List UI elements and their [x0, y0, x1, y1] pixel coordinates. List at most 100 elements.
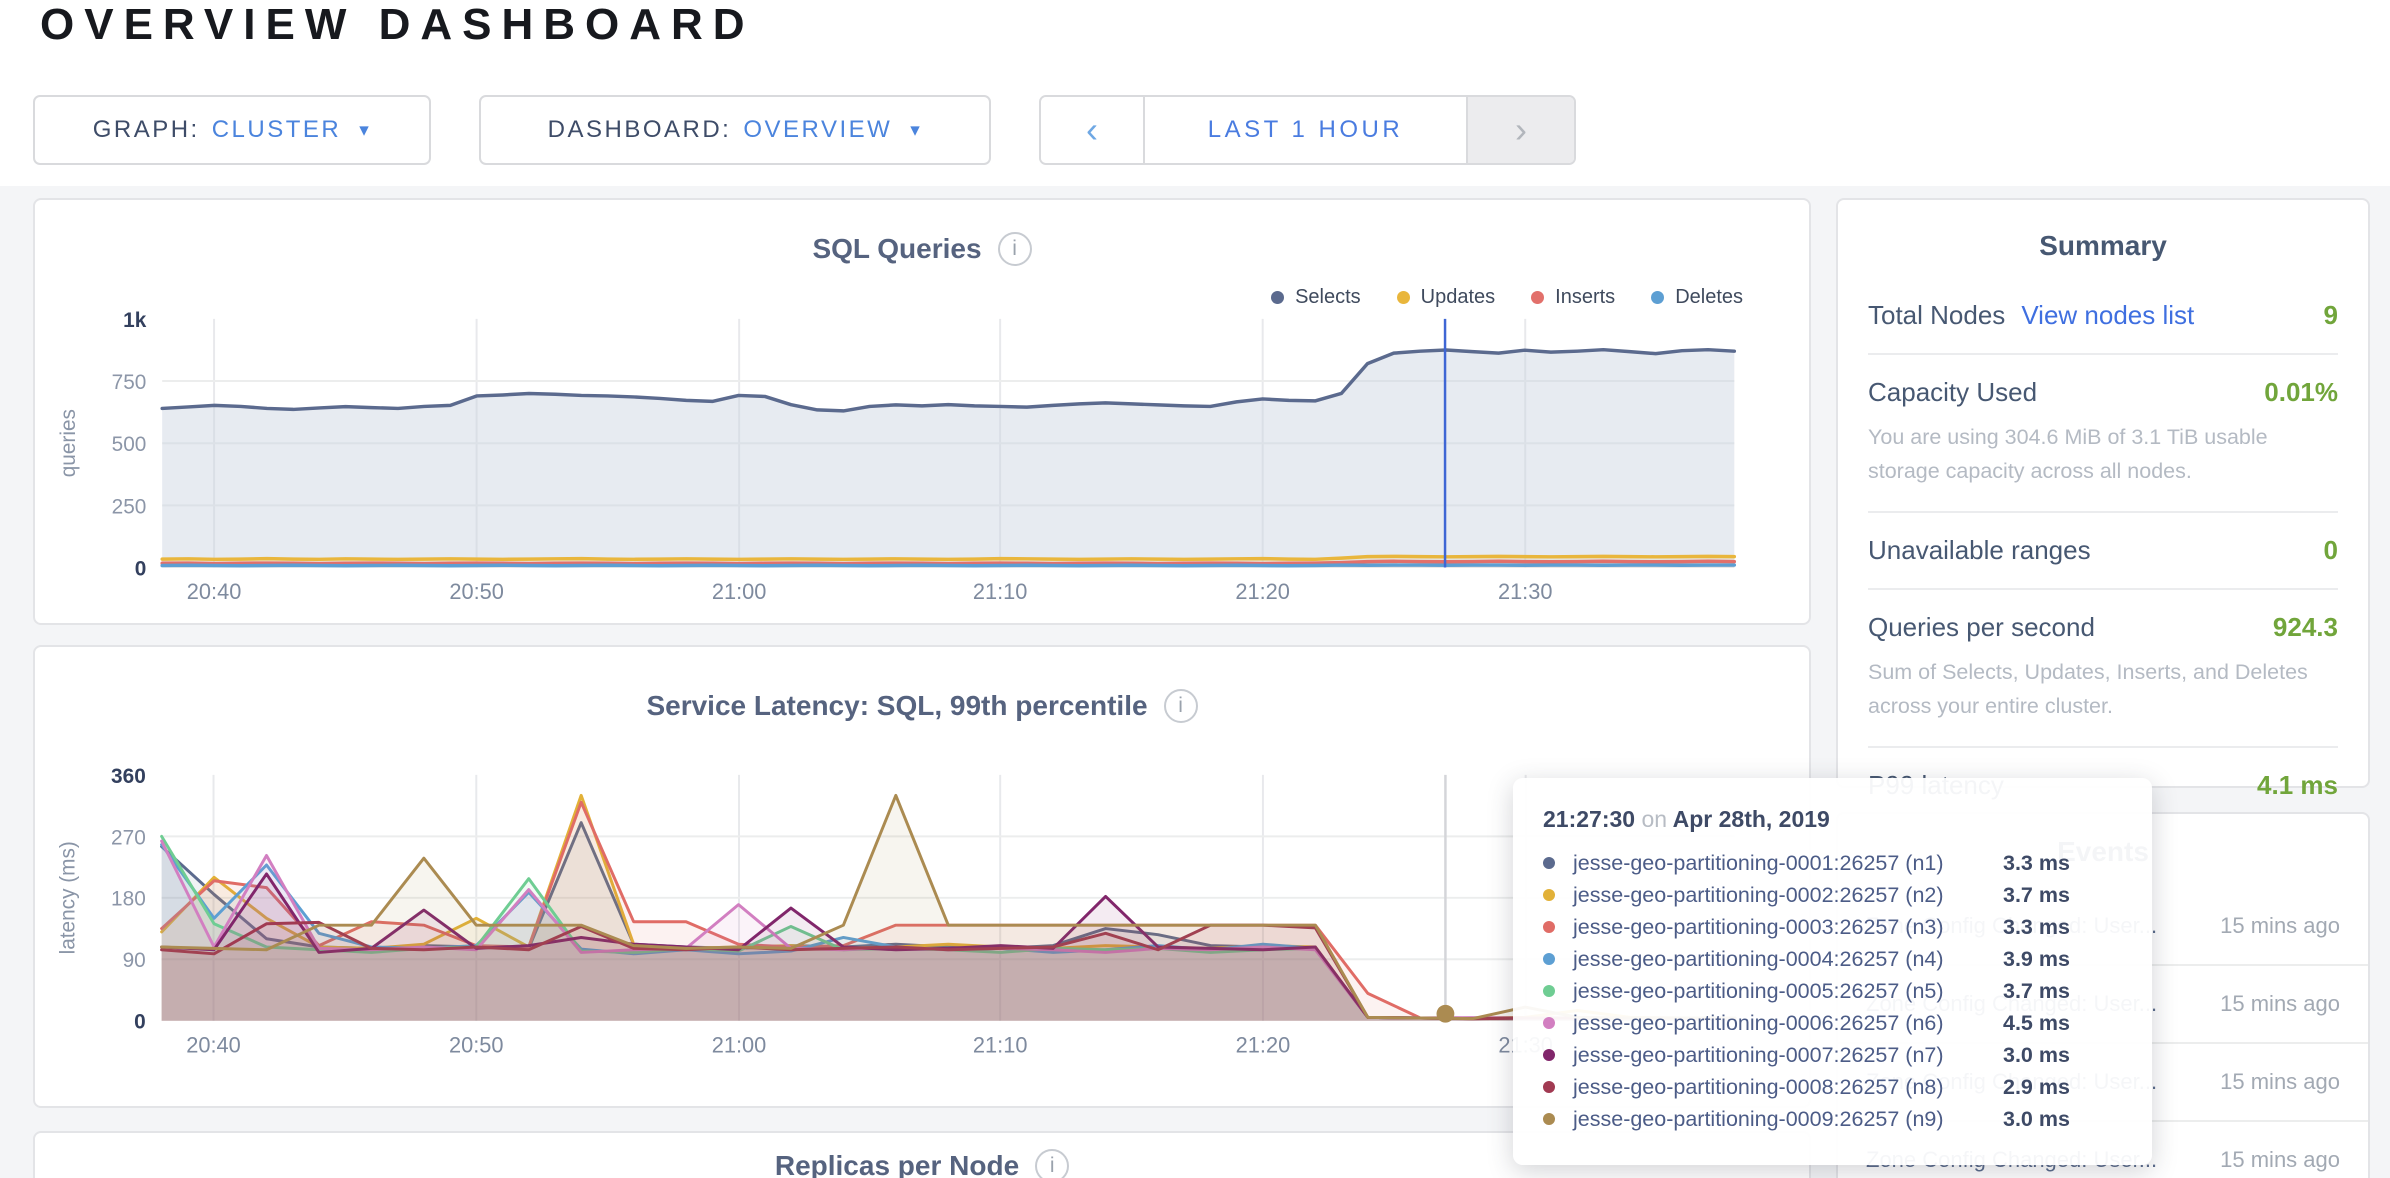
event-timestamp: 15 mins ago [2220, 1068, 2340, 1094]
tooltip-node-row: jesse-geo-partitioning-0002:26257 (n2) 3.… [1543, 879, 2118, 911]
dashboard-dropdown[interactable]: DASHBOARD: OVERVIEW ▾ [479, 95, 991, 165]
series-dot-icon [1543, 1113, 1555, 1125]
tooltip-node-name: jesse-geo-partitioning-0009:26257 (n9) [1573, 1106, 1944, 1131]
capacity-used-label: Capacity Used [1868, 377, 2038, 407]
qps-label: Queries per second [1868, 611, 2095, 642]
tooltip-node-value: 3.7 ms [2003, 882, 2070, 907]
tooltip-node-value: 3.0 ms [2003, 1106, 2070, 1131]
svg-text:360: 360 [111, 765, 146, 788]
svg-text:queries: queries [57, 409, 80, 477]
total-nodes-value: 9 [2323, 300, 2338, 330]
summary-row-total-nodes: Total Nodes View nodes list 9 [1868, 278, 2338, 355]
tooltip-node-row: jesse-geo-partitioning-0001:26257 (n1) 3.… [1543, 847, 2118, 879]
tooltip-node-name: jesse-geo-partitioning-0003:26257 (n3) [1573, 914, 1944, 939]
svg-text:180: 180 [111, 888, 146, 911]
qps-value: 924.3 [2272, 611, 2338, 642]
legend-dot-icon [1396, 291, 1410, 304]
timerange-prev-button[interactable]: ‹ [1041, 97, 1145, 163]
svg-text:250: 250 [112, 495, 147, 518]
svg-text:21:00: 21:00 [712, 579, 767, 604]
svg-text:500: 500 [112, 433, 147, 456]
series-dot-icon [1543, 985, 1555, 997]
series-dot-icon [1543, 953, 1555, 965]
capacity-used-subtitle: You are using 304.6 MiB of 3.1 TiB usabl… [1868, 425, 2268, 484]
series-dot-icon [1543, 889, 1555, 901]
unavailable-ranges-label: Unavailable ranges [1868, 534, 2091, 565]
sql-queries-card: 20:40 20:50 21:00 21:10 21:20 21:30 1k 750 500 25… [33, 198, 1811, 625]
info-icon[interactable]: i [997, 232, 1032, 266]
tooltip-node-name: jesse-geo-partitioning-0008:26257 (n8) [1573, 1074, 1944, 1099]
tooltip-node-name: jesse-geo-partitioning-0001:26257 (n1) [1573, 850, 1944, 875]
series-dot-icon [1543, 1017, 1555, 1029]
graph-dropdown[interactable]: GRAPH: CLUSTER ▾ [33, 95, 431, 165]
legend-dot-icon [1271, 291, 1285, 304]
tooltip-node-row: jesse-geo-partitioning-0006:26257 (n6) 4.… [1543, 1007, 2118, 1039]
series-dot-icon [1543, 857, 1555, 869]
legend-label: Selects [1295, 286, 1361, 308]
info-icon[interactable]: i [1163, 689, 1198, 723]
view-nodes-list-link[interactable]: View nodes list [2021, 300, 2195, 330]
sql-queries-chart[interactable]: 20:40 20:50 21:00 21:10 21:20 21:30 1k 750 500 25… [35, 200, 1809, 623]
tooltip-node-value: 3.3 ms [2003, 850, 2070, 875]
timerange-selector: ‹ LAST 1 HOUR › [1039, 95, 1576, 165]
tooltip-node-value: 3.9 ms [2003, 946, 2070, 971]
svg-text:20:50: 20:50 [449, 579, 504, 604]
svg-text:0: 0 [135, 557, 147, 580]
series-dot-icon [1543, 1081, 1555, 1093]
tooltip-node-name: jesse-geo-partitioning-0002:26257 (n2) [1573, 882, 1944, 907]
tooltip-node-value: 3.0 ms [2003, 1042, 2070, 1067]
sql-queries-legend: Selects Updates Inserts Deletes [1271, 286, 1743, 309]
legend-item-selects[interactable]: Selects [1271, 286, 1361, 309]
svg-text:21:10: 21:10 [973, 579, 1028, 604]
chevron-left-icon: ‹ [1086, 109, 1098, 150]
tooltip-node-row: jesse-geo-partitioning-0003:26257 (n3) 3.… [1543, 911, 2118, 943]
page-title: OVERVIEW DASHBOARD [40, 0, 755, 49]
event-timestamp: 15 mins ago [2220, 1146, 2340, 1172]
tooltip-node-row: jesse-geo-partitioning-0008:26257 (n8) 2.… [1543, 1071, 2118, 1103]
legend-dot-icon [1651, 291, 1665, 304]
graph-dropdown-value: CLUSTER [211, 116, 342, 143]
chevron-down-icon: ▾ [910, 119, 923, 141]
timerange-label-button[interactable]: LAST 1 HOUR [1145, 97, 1466, 163]
dashboard-dropdown-label: DASHBOARD: [547, 116, 732, 143]
tooltip-node-value: 4.5 ms [2003, 1010, 2070, 1035]
tooltip-node-row: jesse-geo-partitioning-0005:26257 (n5) 3.… [1543, 975, 2118, 1007]
legend-item-updates[interactable]: Updates [1396, 286, 1496, 309]
svg-text:latency (ms): latency (ms) [56, 841, 79, 954]
legend-item-deletes[interactable]: Deletes [1651, 286, 1743, 309]
svg-text:90: 90 [123, 949, 146, 972]
p99-latency-value: 4.1 ms [2257, 769, 2338, 800]
tooltip-node-value: 3.3 ms [2003, 914, 2070, 939]
timerange-next-button[interactable]: › [1466, 97, 1574, 163]
svg-text:0: 0 [134, 1011, 146, 1034]
tooltip-timestamp: 21:27:30 on Apr 28th, 2019 [1543, 806, 1830, 832]
tooltip-node-value: 3.7 ms [2003, 978, 2070, 1003]
summary-row-unavailable-ranges: Unavailable ranges 0 [1868, 513, 2338, 590]
dashboard-dropdown-value: OVERVIEW [743, 116, 893, 143]
tooltip-node-value: 2.9 ms [2003, 1074, 2070, 1099]
tooltip-node-name: jesse-geo-partitioning-0007:26257 (n7) [1573, 1042, 1944, 1067]
tooltip-node-row: jesse-geo-partitioning-0004:26257 (n4) 3.… [1543, 943, 2118, 975]
legend-label: Deletes [1675, 286, 1743, 308]
series-dot-icon [1543, 921, 1555, 933]
service-latency-chart[interactable]: 20:4020:5021:0021:1021:2021:303602701809… [35, 647, 1809, 1106]
svg-text:21:00: 21:00 [712, 1032, 767, 1057]
tooltip-node-row: jesse-geo-partitioning-0009:26257 (n9) 3.… [1543, 1103, 2118, 1135]
svg-text:20:50: 20:50 [449, 1032, 504, 1057]
svg-text:20:40: 20:40 [186, 1032, 241, 1057]
info-icon[interactable]: i [1035, 1149, 1070, 1178]
svg-text:21:10: 21:10 [973, 1032, 1028, 1057]
legend-item-inserts[interactable]: Inserts [1531, 286, 1615, 309]
summary-row-capacity: Capacity Used 0.01% You are using 304.6 … [1868, 355, 2338, 513]
svg-text:750: 750 [112, 371, 147, 394]
svg-text:21:20: 21:20 [1235, 579, 1290, 604]
total-nodes-label: Total Nodes [1868, 300, 2006, 330]
tooltip-node-name: jesse-geo-partitioning-0006:26257 (n6) [1573, 1010, 1944, 1035]
chart-tooltip: 21:27:30 on Apr 28th, 2019 jesse-geo-par… [1513, 778, 2152, 1165]
legend-label: Updates [1420, 286, 1496, 308]
legend-label: Inserts [1555, 286, 1616, 308]
legend-dot-icon [1531, 291, 1545, 304]
tooltip-node-name: jesse-geo-partitioning-0005:26257 (n5) [1573, 978, 1944, 1003]
svg-text:21:20: 21:20 [1236, 1032, 1291, 1057]
